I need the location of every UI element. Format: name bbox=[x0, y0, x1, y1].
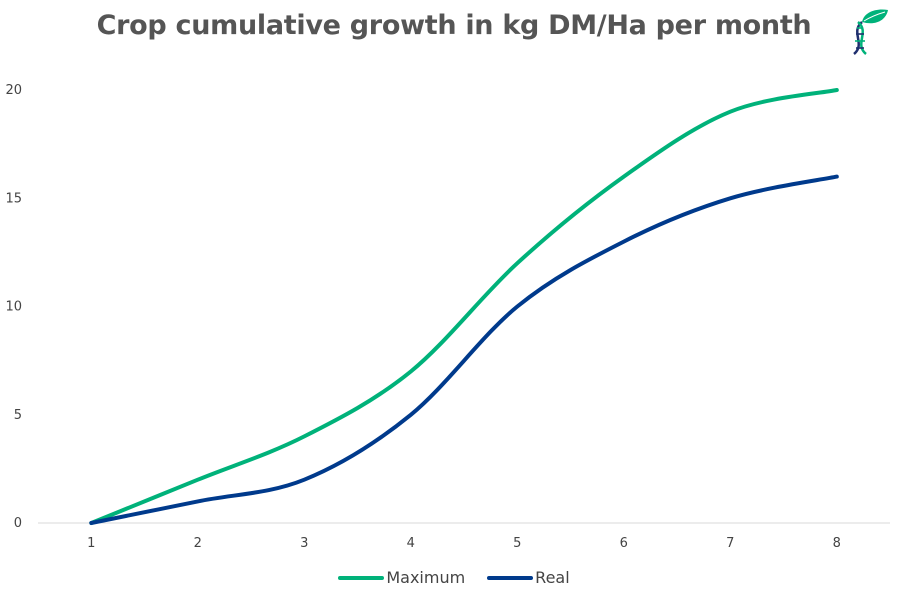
chart-title: Crop cumulative growth in kg DM/Ha per m… bbox=[96, 10, 812, 41]
x-tick-label: 5 bbox=[513, 536, 521, 551]
y-tick-label: 20 bbox=[5, 83, 22, 98]
x-tick-label: 4 bbox=[407, 536, 415, 551]
dna-leaf-icon bbox=[836, 4, 892, 60]
y-tick-label: 5 bbox=[14, 408, 22, 423]
legend-swatch-real bbox=[487, 575, 534, 580]
series-line-real bbox=[89, 174, 839, 525]
series-layer bbox=[89, 88, 839, 525]
series-line-maximum bbox=[89, 88, 839, 525]
x-tick-label: 7 bbox=[726, 536, 734, 551]
x-tick-label: 8 bbox=[833, 536, 841, 551]
x-tick-label: 2 bbox=[194, 536, 202, 551]
legend-label-real: Real bbox=[535, 568, 570, 587]
legend: Maximum Real bbox=[0, 568, 908, 587]
x-axis: 1 2 3 4 5 6 7 8 bbox=[87, 536, 841, 551]
x-tick-label: 1 bbox=[87, 536, 95, 551]
y-tick-label: 0 bbox=[14, 516, 22, 531]
y-axis: 0 5 10 15 20 bbox=[5, 83, 22, 531]
legend-item-maximum: Maximum bbox=[338, 568, 465, 587]
y-tick-label: 10 bbox=[5, 300, 22, 315]
y-tick-label: 15 bbox=[5, 191, 22, 206]
legend-swatch-maximum bbox=[338, 575, 385, 580]
legend-label-maximum: Maximum bbox=[386, 568, 466, 587]
x-tick-label: 3 bbox=[300, 536, 308, 551]
legend-item-real: Real bbox=[487, 568, 570, 587]
x-tick-label: 6 bbox=[620, 536, 628, 551]
